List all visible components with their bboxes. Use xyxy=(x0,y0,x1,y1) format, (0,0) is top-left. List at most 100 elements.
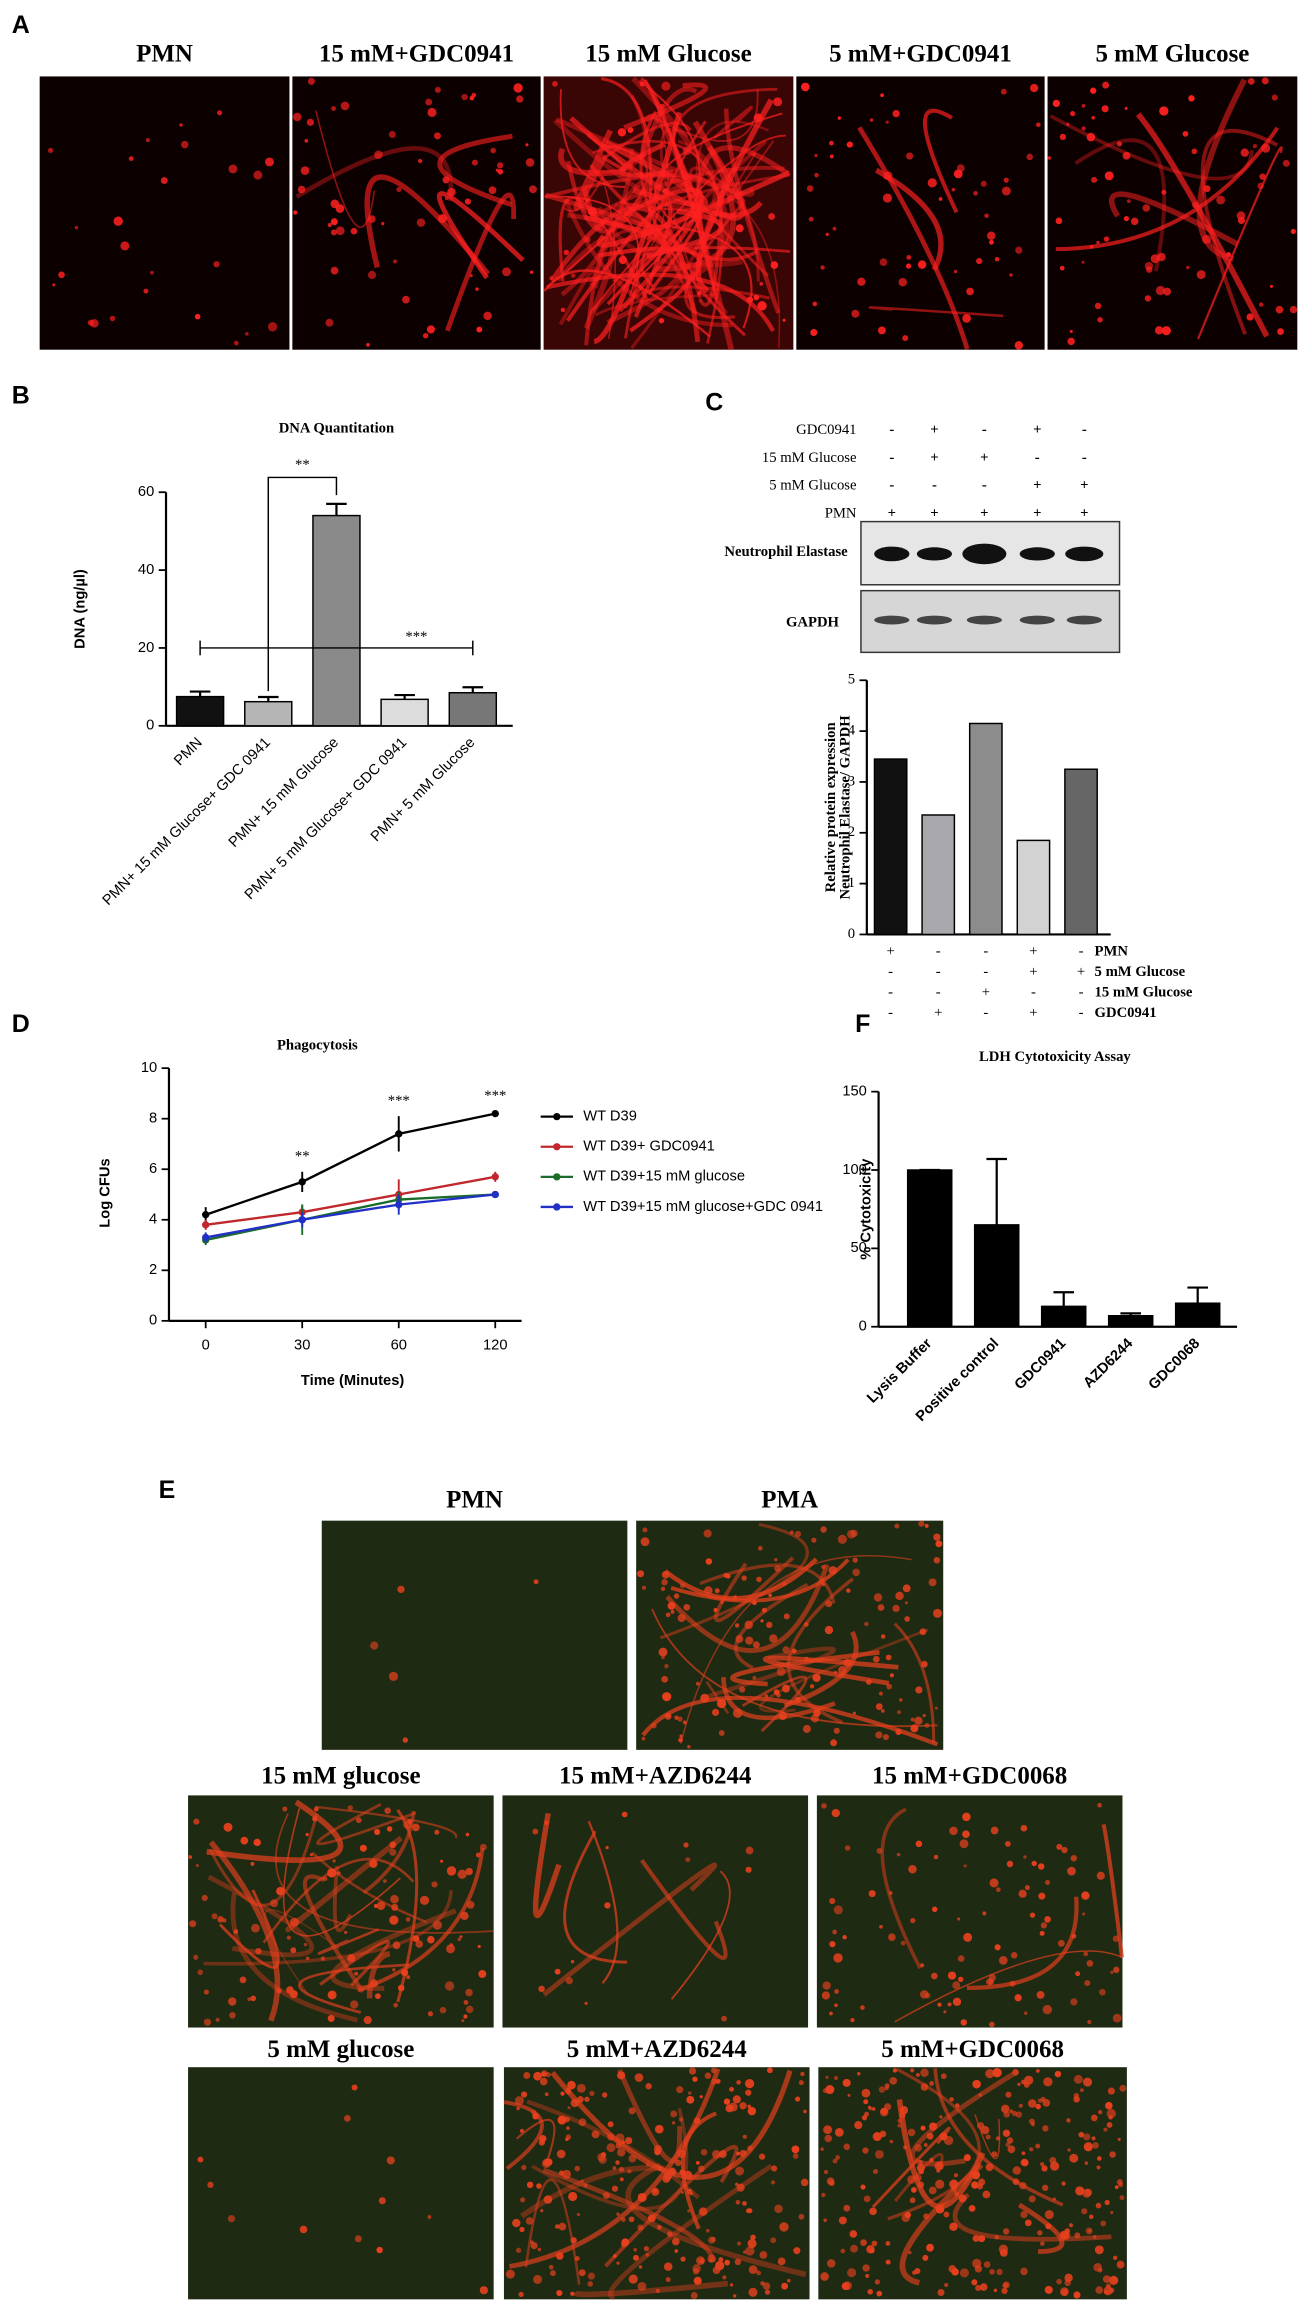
cell xyxy=(703,1529,712,1538)
x-tick-label: Lysis Buffer xyxy=(864,1335,935,1406)
cell xyxy=(761,1607,767,1613)
cell xyxy=(889,2076,898,2085)
cell xyxy=(563,249,570,256)
cell xyxy=(405,1917,411,1922)
cell xyxy=(1192,201,1199,209)
cell xyxy=(992,2068,1002,2078)
cell xyxy=(1028,2118,1035,2125)
cell xyxy=(1070,110,1076,117)
cell xyxy=(1081,104,1086,108)
cell xyxy=(882,1733,889,1741)
cell xyxy=(619,2177,624,2182)
cell xyxy=(711,1708,720,1716)
cell xyxy=(1275,305,1284,314)
cell xyxy=(397,1984,405,1992)
cell xyxy=(825,2075,829,2079)
cell xyxy=(939,2115,943,2119)
cell xyxy=(934,2161,944,2171)
y-tick-label: 40 xyxy=(138,562,154,578)
cell xyxy=(823,2125,833,2135)
cell xyxy=(869,118,874,122)
cell xyxy=(802,1724,811,1733)
cell xyxy=(1012,2166,1022,2175)
annotation: ** xyxy=(295,457,310,473)
cell xyxy=(411,1823,420,1832)
cell xyxy=(814,172,819,178)
cell xyxy=(732,2095,741,2104)
cell xyxy=(568,2191,578,2202)
cell xyxy=(347,1805,353,1811)
sign: + xyxy=(1029,1005,1037,1021)
cell xyxy=(584,236,591,243)
cell xyxy=(616,2261,620,2265)
cell xyxy=(309,1853,314,1857)
cell xyxy=(778,1711,787,1721)
cell xyxy=(1038,1892,1046,1900)
cell xyxy=(193,1818,200,1825)
cell xyxy=(803,2109,807,2114)
panel-label: F xyxy=(855,1010,870,1038)
cell xyxy=(933,1533,941,1541)
cell xyxy=(862,2264,870,2272)
fiber xyxy=(1017,2202,1065,2255)
cell xyxy=(1029,83,1039,93)
cell xyxy=(576,2083,586,2093)
cell xyxy=(1095,2286,1104,2294)
cell xyxy=(616,2212,620,2216)
cell xyxy=(954,2103,960,2109)
cell xyxy=(633,2248,638,2252)
cell xyxy=(513,83,523,93)
cell xyxy=(1116,2179,1123,2186)
cell xyxy=(523,2072,531,2080)
cell xyxy=(526,2181,534,2189)
cell xyxy=(1282,159,1290,167)
cell xyxy=(872,2132,882,2142)
cell xyxy=(957,1917,961,1921)
cell xyxy=(1154,326,1164,335)
cell xyxy=(367,270,377,280)
sign: - xyxy=(1031,985,1036,1001)
cell xyxy=(396,186,402,193)
fiber xyxy=(356,1847,485,1993)
cell xyxy=(978,2235,986,2243)
sign: - xyxy=(983,1005,988,1021)
cell xyxy=(722,2275,727,2280)
cell xyxy=(368,215,376,223)
cell xyxy=(1059,133,1067,141)
y-tick-label: 10 xyxy=(141,1060,157,1076)
cell xyxy=(384,1807,391,1814)
cell xyxy=(1068,2223,1074,2228)
cell xyxy=(739,2102,747,2110)
cell xyxy=(520,2091,528,2098)
cell xyxy=(525,2217,534,2225)
cell xyxy=(879,258,888,267)
cell xyxy=(1045,2223,1052,2230)
cell xyxy=(876,2290,883,2297)
fiber xyxy=(623,285,770,310)
cell xyxy=(860,2239,867,2246)
cell xyxy=(583,2183,588,2188)
cell xyxy=(300,166,310,175)
sign: - xyxy=(983,964,988,980)
cell xyxy=(239,1976,247,1984)
cell xyxy=(416,218,426,227)
cell xyxy=(651,1722,657,1729)
fiber xyxy=(282,1807,401,1937)
cell xyxy=(145,138,150,143)
cell xyxy=(825,232,829,237)
cell xyxy=(1130,217,1139,226)
cell xyxy=(554,1968,561,1975)
cell xyxy=(1084,2161,1089,2165)
cell xyxy=(354,1971,359,1976)
cell xyxy=(745,2246,755,2256)
cell xyxy=(662,2174,671,2183)
cell xyxy=(253,1838,261,1847)
cell xyxy=(87,319,95,326)
cell xyxy=(427,107,437,117)
sign: - xyxy=(888,1005,893,1021)
cell xyxy=(386,2156,395,2165)
cell xyxy=(179,123,183,127)
cell xyxy=(770,261,779,269)
cell xyxy=(505,2269,515,2279)
cell xyxy=(920,1963,925,1968)
